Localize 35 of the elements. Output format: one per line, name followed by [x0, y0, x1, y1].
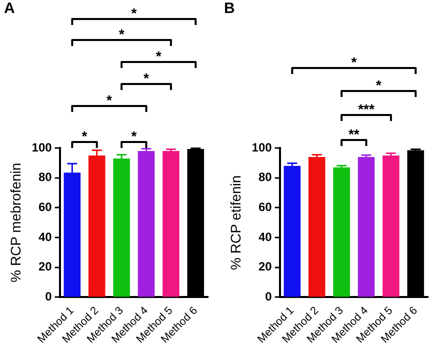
- y-tick-label: 80: [38, 170, 52, 184]
- bar: [113, 158, 130, 297]
- bar: [162, 150, 180, 297]
- chart-title: B: [224, 0, 235, 18]
- y-tick-label: 20: [38, 260, 52, 274]
- y-tick-label: 60: [258, 200, 272, 214]
- bar: [333, 167, 350, 297]
- text: *: [156, 48, 162, 64]
- text: **: [348, 126, 360, 142]
- y-tick-label: 0: [265, 290, 272, 304]
- y-tick-label: 0: [45, 290, 52, 304]
- bar: [308, 156, 326, 297]
- chart-title: A: [4, 0, 15, 18]
- y-tick-label: 40: [258, 230, 272, 244]
- text: *: [82, 128, 88, 144]
- bar: [284, 166, 301, 297]
- text: *: [118, 26, 125, 42]
- y-tick-label: 100: [252, 140, 272, 154]
- text: ***: [358, 100, 375, 117]
- y-tick-label: 20: [258, 260, 272, 274]
- text: *: [131, 128, 138, 144]
- y-tick-label: 100: [32, 140, 52, 154]
- text: *: [351, 54, 358, 70]
- y-axis-title: % RCP mebrofenin: [7, 162, 24, 282]
- bar: [138, 150, 155, 297]
- y-axis-title: % RCP etifenin: [227, 175, 244, 270]
- y-tick-label: 60: [38, 200, 52, 214]
- bar: [358, 156, 375, 297]
- text: *: [106, 92, 112, 108]
- text: *: [131, 4, 138, 21]
- y-tick-label: 80: [258, 170, 272, 184]
- bar: [382, 155, 400, 297]
- text: *: [376, 76, 382, 93]
- y-tick-label: 40: [38, 230, 52, 244]
- text: *: [144, 70, 150, 86]
